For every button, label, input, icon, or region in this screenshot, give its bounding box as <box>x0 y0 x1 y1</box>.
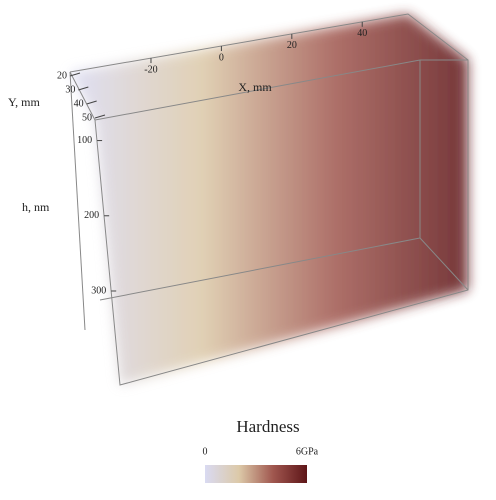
y-tick <box>94 114 106 119</box>
y-axis-label: Y, mm <box>8 95 40 109</box>
box-edges <box>69 13 469 386</box>
colorbar-title: Hardness <box>236 417 299 436</box>
z-axis-label: h, nm <box>22 200 50 214</box>
y-tick-label: 50 <box>82 112 92 123</box>
x-tick-label: 0 <box>219 52 224 63</box>
colorbar-tick-label: 6GPa <box>296 446 319 457</box>
volume-render <box>70 14 468 385</box>
y-tick <box>69 72 81 77</box>
z-tick-label: 100 <box>77 135 92 146</box>
x-tick-label: -20 <box>144 64 157 75</box>
y-tick <box>86 100 97 105</box>
y-tick-label: 40 <box>74 98 84 109</box>
colorbar <box>205 465 307 483</box>
y-tick-label: 30 <box>65 84 75 95</box>
x-axis-label: X, mm <box>238 80 272 94</box>
y-tick-label: 20 <box>57 70 67 81</box>
x-tick-label: 20 <box>287 40 297 51</box>
y-tick <box>78 86 89 91</box>
z-tick-label: 200 <box>84 210 99 221</box>
z-tick-label: 300 <box>91 285 106 296</box>
colorbar-tick-label: 0 <box>203 446 208 457</box>
x-tick-label: 40 <box>357 28 367 39</box>
